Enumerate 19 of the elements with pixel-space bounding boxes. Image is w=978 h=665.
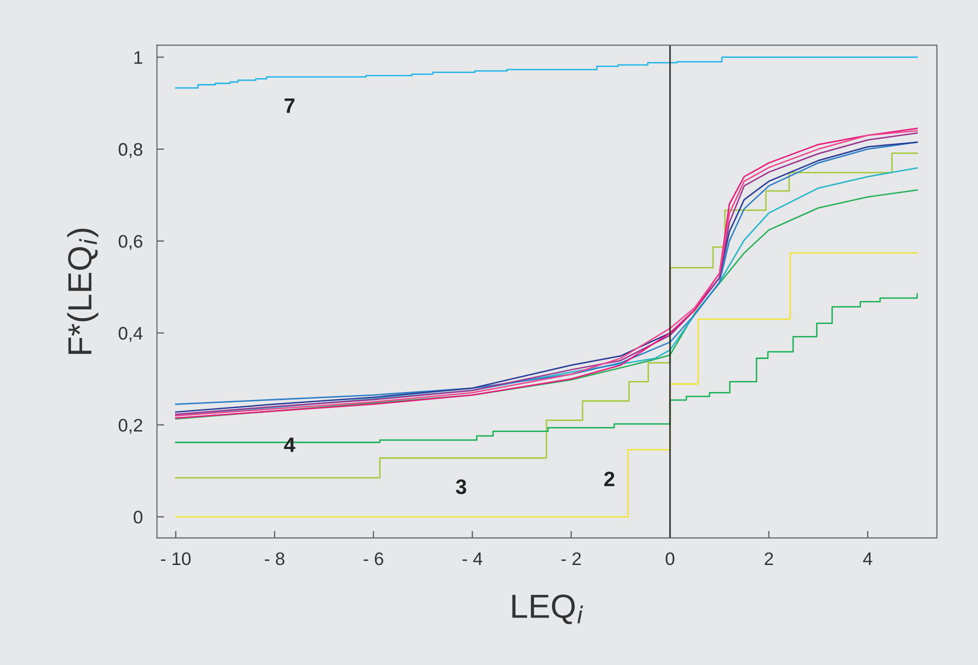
- x-tick-label: - 8: [264, 552, 284, 566]
- y-axis-title: F*(LEQ$_{i}$): [67, 228, 98, 354]
- y-tick-label: 0,4: [118, 326, 143, 342]
- y-tick-label: 1: [134, 51, 142, 64]
- x-tick-label: - 2: [561, 552, 581, 565]
- x-tick-label: - 10: [161, 552, 191, 566]
- series-label: 2: [604, 472, 614, 486]
- y-tick-label: 0,2: [118, 418, 142, 434]
- x-axis-title: LEQ$_{i}$: [512, 594, 583, 624]
- y-tick-label: 0,6: [118, 234, 142, 250]
- x-tick-label: - 4: [462, 552, 482, 565]
- x-tick-label: 0: [666, 552, 674, 566]
- series-label: 3: [456, 479, 466, 494]
- x-tick-label: 4: [863, 552, 872, 565]
- series-label: 7: [284, 98, 294, 113]
- x-tick-label: - 6: [364, 552, 384, 566]
- y-tick-label: 0,8: [118, 143, 142, 158]
- y-tick-label: 0: [134, 510, 142, 524]
- x-tick-label: 2: [764, 552, 773, 565]
